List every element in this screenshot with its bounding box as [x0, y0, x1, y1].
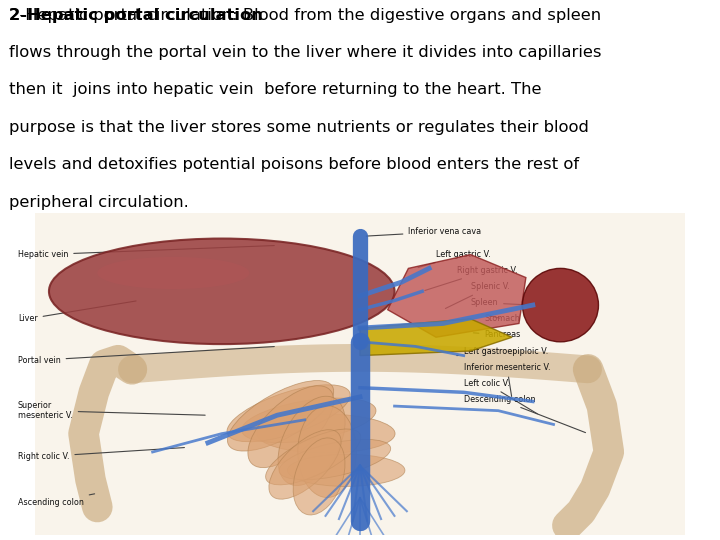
Text: Splenic V.: Splenic V.: [446, 282, 509, 308]
Text: levels and detoxifies potential poisons before blood enters the rest of: levels and detoxifies potential poisons …: [9, 157, 579, 172]
Ellipse shape: [293, 438, 345, 515]
Text: Right gastric V.: Right gastric V.: [425, 266, 517, 291]
Text: Superior
mesenteric V.: Superior mesenteric V.: [18, 401, 205, 420]
Ellipse shape: [279, 440, 391, 480]
Ellipse shape: [287, 454, 405, 487]
Text: Inferior vena cava: Inferior vena cava: [366, 227, 482, 236]
Text: flows through the portal vein to the liver where it divides into capillaries: flows through the portal vein to the liv…: [9, 45, 601, 60]
Ellipse shape: [266, 429, 361, 485]
Ellipse shape: [269, 430, 341, 499]
Ellipse shape: [523, 268, 598, 342]
Text: Ascending colon: Ascending colon: [18, 494, 94, 507]
Text: Stomach: Stomach: [485, 314, 520, 323]
Text: 2-Hepatic portal circulation: 2-Hepatic portal circulation: [9, 8, 263, 23]
Ellipse shape: [248, 386, 333, 468]
Text: Left gastric V.: Left gastric V.: [418, 250, 490, 268]
Text: 2-Hepatic portal circulation: Blood from the digestive organs and spleen: 2-Hepatic portal circulation: Blood from…: [9, 8, 600, 23]
Ellipse shape: [228, 381, 333, 451]
Polygon shape: [35, 213, 685, 535]
Text: then it  joins into hepatic vein  before returning to the heart. The: then it joins into hepatic vein before r…: [9, 83, 541, 98]
Text: Descending colon: Descending colon: [464, 395, 585, 433]
Text: Inferior mesenteric V.: Inferior mesenteric V.: [464, 362, 550, 396]
Ellipse shape: [298, 406, 356, 497]
Text: Hepatic vein: Hepatic vein: [18, 246, 274, 259]
Text: Pancreas: Pancreas: [473, 330, 521, 340]
Text: Spleen: Spleen: [471, 298, 530, 307]
Text: peripheral circulation.: peripheral circulation.: [9, 195, 189, 210]
Text: Left colic V.: Left colic V.: [464, 379, 537, 414]
Polygon shape: [360, 319, 512, 355]
Polygon shape: [387, 255, 526, 337]
Ellipse shape: [49, 239, 395, 344]
Text: purpose is that the liver stores some nutrients or regulates their blood: purpose is that the liver stores some nu…: [9, 120, 588, 135]
Ellipse shape: [278, 396, 345, 485]
Text: Right colic V.: Right colic V.: [18, 448, 184, 461]
Text: Liver: Liver: [18, 301, 136, 323]
Ellipse shape: [97, 257, 249, 289]
Ellipse shape: [257, 414, 395, 453]
Ellipse shape: [242, 398, 376, 443]
Text: Portal vein: Portal vein: [18, 347, 274, 364]
Ellipse shape: [227, 385, 350, 442]
Text: Left gastroepiploic V.: Left gastroepiploic V.: [456, 347, 548, 355]
